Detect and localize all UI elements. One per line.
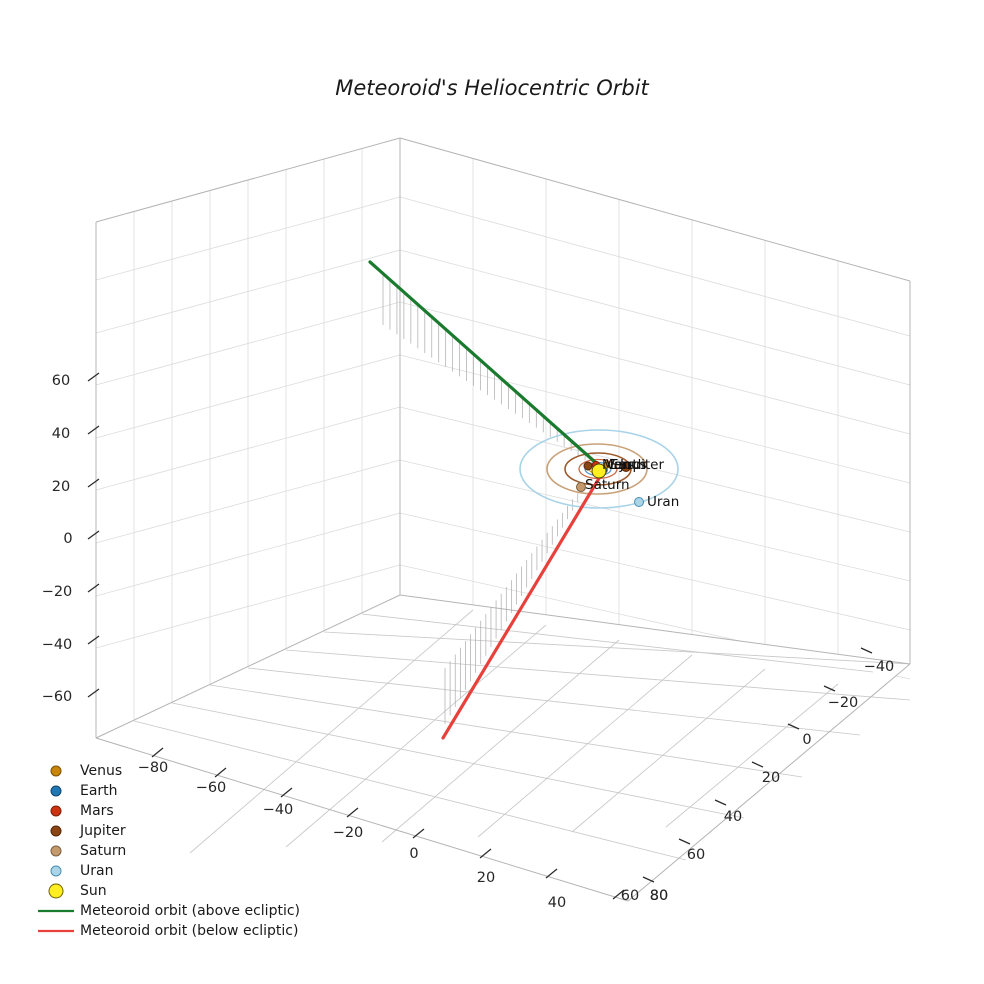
pane-right-wall [399,137,911,684]
marker-venus [603,461,611,469]
z-tick-label: 60 [52,373,70,389]
marker-uran [634,497,644,507]
dropline-stems-below-ecliptic [444,479,589,724]
z-tick-label: 0 [63,531,72,547]
y-tick-label: 60 [687,847,705,863]
legend-marker-earth [50,785,62,797]
body-label-mars: Mars [602,457,635,473]
z-tick-label: −20 [42,584,73,600]
axes-3d-panes [95,137,911,902]
x-axis-tick-labels: −80 −60 −40 −20 0 20 40 60 80 [138,760,669,911]
y-axis-tick-labels: −40 −20 0 20 40 60 80 [650,659,895,904]
x-tick-label: 40 [548,895,566,911]
legend-label-meteoroid-orbit-above-ecliptic: Meteoroid orbit (above ecliptic) [80,903,300,919]
legend-marker-saturn [50,845,62,857]
legend-marker-jupiter [50,825,62,837]
y-tick-label: 80 [650,888,668,904]
z-axis-tick-labels: 60 40 20 0 −20 −40 −60 [42,373,73,705]
z-tick-label: 20 [52,479,70,495]
x-tick-label: −60 [196,780,227,796]
orbit-jupiter [564,452,632,486]
legend-label-uran: Uran [80,863,113,879]
marker-saturn [576,482,586,492]
legend-label-saturn: Saturn [80,843,126,859]
axis-tickmarks [87,372,873,900]
legend-label-meteoroid-orbit-below-ecliptic: Meteoroid orbit (below ecliptic) [80,923,298,939]
x-tick-label: 0 [409,846,418,862]
z-tick-label: 40 [52,426,70,442]
body-label-venus: Venus [606,457,647,473]
y-tick-label: 20 [762,770,780,786]
legend-marker-sun [48,883,64,899]
legend-marker-venus [50,765,62,777]
legend-label-sun: Sun [80,883,107,899]
page-title: Meteoroid's Heliocentric Orbit [335,76,649,100]
body-label-earth: Earth [610,457,646,473]
y-tick-label: 0 [802,732,811,748]
x-tick-label: −80 [138,760,169,776]
pane-left-wall [95,137,401,738]
x-tick-label: −20 [333,825,364,841]
legend-marker-uran [50,865,62,877]
pane-floor [95,594,911,902]
y-tick-label: 40 [724,809,742,825]
legend-label-jupiter: Jupiter [79,823,126,839]
legend-label-mars: Mars [80,803,114,819]
z-tick-label: −60 [42,689,73,705]
y-tick-label: −20 [828,695,859,711]
orbit-uran [519,429,679,509]
legend-label-earth: Earth [80,783,118,799]
legend-marker-mars [50,805,62,817]
body-label-jupiter: Jupiter [619,457,664,473]
meteoroid-orbit-below-ecliptic [441,468,606,740]
marker-sun [591,463,607,479]
y-tick-label: −40 [864,659,895,675]
legend: Venus Earth Mars Jupiter Saturn Uran Sun Meteor… [38,763,300,939]
x-tick-label: 20 [477,870,495,886]
z-tick-label: −40 [42,637,73,653]
x-tick-label: 60 [621,888,639,904]
dropline-stems-above-ecliptic [382,273,593,465]
legend-label-venus: Venus [80,763,122,779]
meteoroid-orbit-above-ecliptic [368,260,606,472]
orbit-saturn [546,443,648,495]
x-tick-label: 80 [650,888,668,904]
x-tick-label: −40 [263,802,294,818]
body-label-uran: Uran [647,494,679,510]
marker-jupiter [621,462,631,472]
marker-jupiter-shadow [583,461,593,471]
celestial-body-markers [576,460,644,507]
body-label-saturn: Saturn [585,477,630,493]
